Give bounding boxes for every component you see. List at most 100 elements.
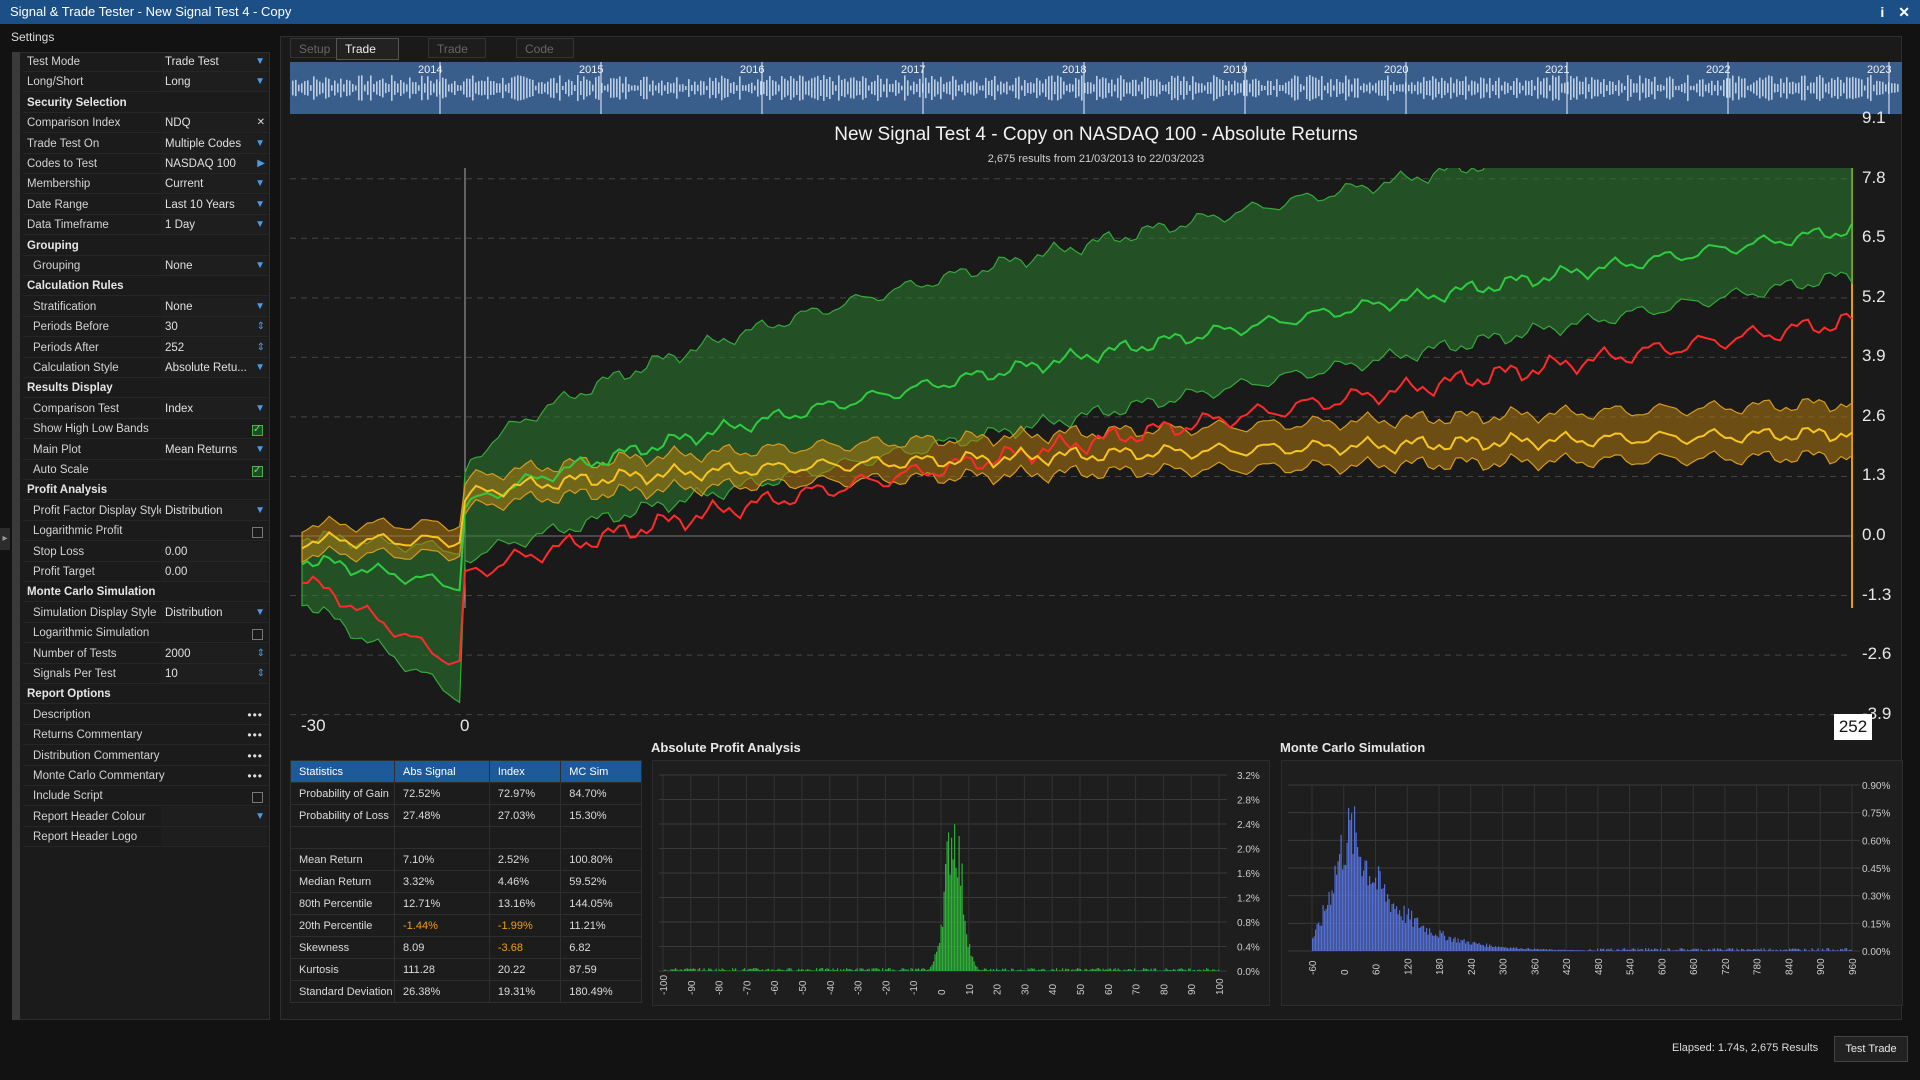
setting-value[interactable]: 0.00: [161, 541, 267, 561]
settings-row[interactable]: Grouping None ▼: [23, 256, 269, 276]
settings-row[interactable]: Main Plot Mean Returns ▼: [23, 439, 269, 460]
setting-value[interactable]: 252: [161, 337, 267, 357]
x-end-label[interactable]: 252: [1834, 714, 1872, 740]
settings-row[interactable]: Membership Current ▼: [23, 174, 269, 195]
settings-row[interactable]: Description •••: [23, 705, 269, 725]
setting-value[interactable]: 2000: [161, 643, 267, 663]
setting-value[interactable]: Distribution: [161, 500, 267, 520]
timeline-strip[interactable]: 2014 2015 2016 2017 2018 2019 2020 2021 2022 2023: [290, 62, 1902, 114]
setting-value[interactable]: [161, 806, 267, 826]
setting-value[interactable]: None: [161, 256, 267, 275]
settings-row[interactable]: Stop Loss 0.00: [23, 541, 269, 562]
setting-value[interactable]: Distribution: [161, 602, 267, 622]
chevron-down-icon[interactable]: ▼: [255, 443, 265, 455]
chevron-down-icon[interactable]: ▼: [255, 504, 265, 516]
settings-row[interactable]: Auto Scale: [23, 460, 269, 481]
settings-row[interactable]: Comparison Test Index ▼: [23, 398, 269, 419]
settings-row[interactable]: Calculation Style Absolute Retu... ▼: [23, 358, 269, 378]
chevron-down-icon[interactable]: ▼: [255, 198, 265, 210]
settings-row[interactable]: Logarithmic Simulation: [23, 623, 269, 644]
more-icon[interactable]: •••: [247, 707, 263, 722]
chevron-down-icon[interactable]: ▼: [255, 76, 265, 88]
settings-row[interactable]: Report Header Logo: [23, 827, 269, 848]
setting-value[interactable]: NDQ: [161, 113, 267, 133]
tab-trade-results[interactable]: Trade Results: [428, 38, 486, 76]
settings-row[interactable]: Stratification None ▼: [23, 296, 269, 317]
settings-row[interactable]: Distribution Commentary •••: [23, 746, 269, 766]
tab-code-results[interactable]: Code Results: [516, 38, 575, 76]
setting-value[interactable]: Mean Returns: [161, 439, 267, 459]
settings-row[interactable]: Long/Short Long ▼: [23, 72, 269, 93]
settings-row[interactable]: Profit Factor Display Style Distribution ▼: [23, 500, 269, 521]
settings-row[interactable]: Trade Test On Multiple Codes ▼: [23, 133, 269, 154]
spinner-icon[interactable]: ⇕: [256, 647, 265, 659]
test-trade-button[interactable]: Test Trade: [1834, 1036, 1908, 1062]
settings-row[interactable]: Periods After 252 ⇕: [23, 337, 269, 358]
setting-value[interactable]: 0.00: [161, 562, 267, 581]
spinner-icon[interactable]: ⇕: [256, 321, 265, 333]
stats-header[interactable]: Statistics: [290, 760, 395, 783]
collapse-panel-icon[interactable]: ▸: [0, 528, 10, 550]
close-icon[interactable]: ✕: [1898, 4, 1910, 20]
checkbox[interactable]: [252, 420, 263, 440]
info-icon[interactable]: i: [1880, 4, 1885, 20]
setting-value[interactable]: Trade Test: [161, 53, 267, 71]
spinner-icon[interactable]: ⇕: [256, 341, 265, 353]
settings-row[interactable]: Show High Low Bands: [23, 419, 269, 440]
settings-row[interactable]: Include Script: [23, 786, 269, 807]
setting-value[interactable]: Current: [161, 174, 267, 194]
setting-value[interactable]: 1 Day: [161, 215, 267, 235]
checkbox[interactable]: [252, 461, 263, 481]
checkbox[interactable]: [252, 792, 263, 804]
setting-value[interactable]: NASDAQ 100: [161, 154, 267, 173]
setting-value[interactable]: Multiple Codes: [161, 133, 267, 153]
setting-value[interactable]: [161, 827, 267, 847]
settings-row[interactable]: Returns Commentary •••: [23, 725, 269, 746]
chevron-right-icon[interactable]: ▶: [257, 158, 265, 169]
settings-row[interactable]: Data Timeframe 1 Day ▼: [23, 215, 269, 236]
settings-row[interactable]: Logarithmic Profit: [23, 521, 269, 542]
spinner-icon[interactable]: ⇕: [256, 668, 265, 679]
chevron-down-icon[interactable]: ▼: [255, 402, 265, 414]
settings-row[interactable]: Date Range Last 10 Years ▼: [23, 194, 269, 215]
chevron-down-icon[interactable]: ▼: [255, 219, 265, 231]
setting-value[interactable]: None: [161, 296, 267, 316]
settings-row[interactable]: Signals Per Test 10 ⇕: [23, 664, 269, 684]
settings-row[interactable]: Codes to Test NASDAQ 100 ▶: [23, 154, 269, 174]
stats-header[interactable]: Index: [488, 760, 562, 783]
setting-value[interactable]: 10: [161, 664, 267, 683]
clear-icon[interactable]: ✕: [256, 117, 265, 129]
chevron-down-icon[interactable]: ▼: [255, 137, 265, 149]
settings-row[interactable]: Monte Carlo Commentary •••: [23, 766, 269, 786]
checkbox[interactable]: [252, 629, 263, 641]
settings-row[interactable]: Periods Before 30 ⇕: [23, 317, 269, 338]
more-icon[interactable]: •••: [247, 769, 263, 783]
chevron-down-icon[interactable]: ▼: [255, 260, 265, 271]
settings-row[interactable]: Simulation Display Style Distribution ▼: [23, 602, 269, 623]
chevron-down-icon[interactable]: ▼: [255, 56, 265, 67]
more-icon[interactable]: •••: [247, 748, 263, 763]
setting-value[interactable]: Last 10 Years: [161, 194, 267, 214]
chevron-down-icon[interactable]: ▼: [255, 362, 265, 373]
settings-row[interactable]: Profit Target 0.00: [23, 562, 269, 582]
stats-header[interactable]: MC Sim: [560, 760, 642, 783]
tab-setup[interactable]: Setup: [290, 38, 340, 58]
chevron-down-icon[interactable]: ▼: [255, 178, 265, 190]
setting-value[interactable]: 30: [161, 317, 267, 337]
setting-value[interactable]: Long: [161, 72, 267, 92]
panel-scroll-strip[interactable]: [12, 52, 20, 1020]
chevron-down-icon[interactable]: ▼: [255, 300, 265, 312]
setting-value[interactable]: Index: [161, 398, 267, 418]
returns-chart[interactable]: [290, 168, 1902, 740]
settings-row[interactable]: Number of Tests 2000 ⇕: [23, 643, 269, 664]
chevron-down-icon[interactable]: ▼: [255, 810, 265, 822]
tab-trade-analysis[interactable]: Trade Analysis: [336, 38, 399, 76]
chevron-down-icon[interactable]: ▼: [255, 606, 265, 618]
more-icon[interactable]: •••: [247, 728, 263, 743]
settings-row[interactable]: Test Mode Trade Test ▼: [23, 53, 269, 72]
stats-header[interactable]: Abs Signal: [394, 760, 490, 783]
settings-row[interactable]: Report Header Colour ▼: [23, 806, 269, 827]
settings-row[interactable]: Comparison Index NDQ ✕: [23, 113, 269, 134]
checkbox[interactable]: [252, 527, 263, 539]
setting-value[interactable]: Absolute Retu...: [161, 358, 267, 377]
